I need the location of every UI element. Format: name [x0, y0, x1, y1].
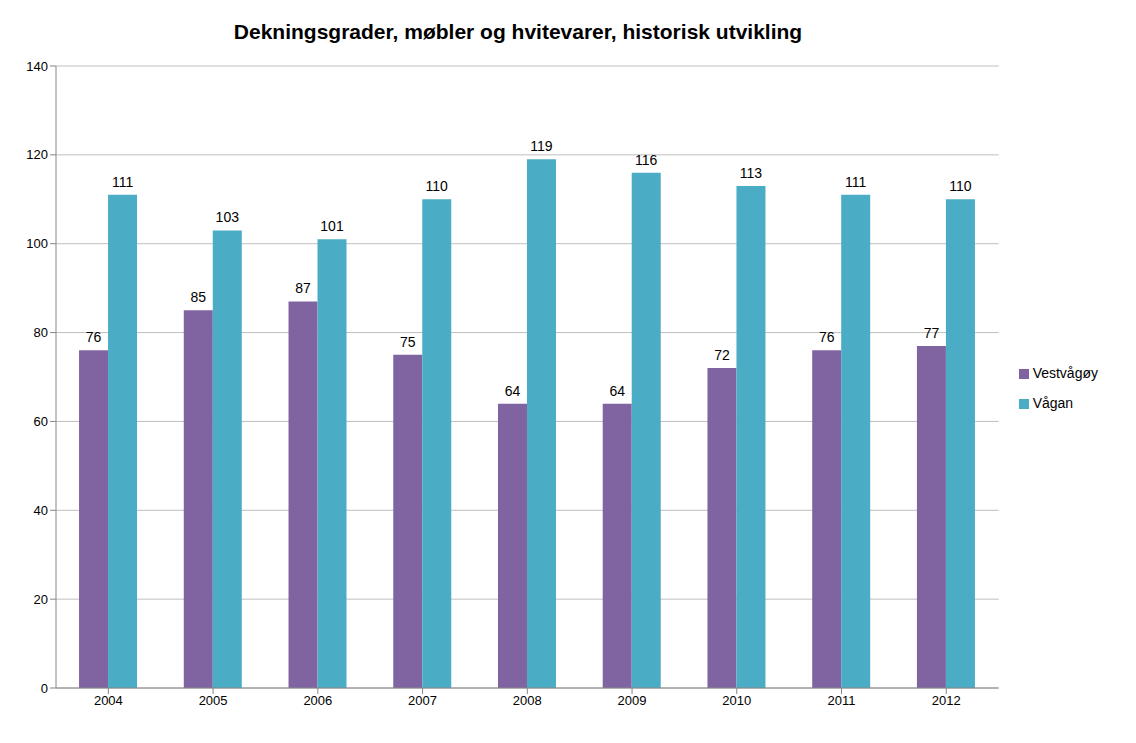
- svg-text:100: 100: [26, 236, 48, 251]
- svg-text:20: 20: [34, 592, 48, 607]
- svg-text:110: 110: [949, 178, 972, 194]
- svg-text:85: 85: [190, 289, 206, 305]
- svg-text:60: 60: [34, 414, 48, 429]
- svg-text:64: 64: [609, 383, 625, 399]
- svg-text:110: 110: [426, 178, 449, 194]
- svg-text:103: 103: [216, 209, 240, 225]
- svg-text:111: 111: [845, 174, 866, 190]
- svg-text:87: 87: [295, 280, 311, 296]
- svg-text:80: 80: [34, 325, 48, 340]
- svg-text:2008: 2008: [513, 693, 542, 708]
- svg-text:40: 40: [34, 503, 48, 518]
- svg-text:2005: 2005: [199, 693, 228, 708]
- svg-text:116: 116: [635, 152, 658, 168]
- svg-text:2004: 2004: [94, 693, 123, 708]
- svg-text:2009: 2009: [618, 693, 647, 708]
- html-text:Vågan: Vågan: [1032, 395, 1074, 411]
- svg-text:119: 119: [530, 138, 553, 154]
- svg-text:2011: 2011: [828, 693, 856, 708]
- svg-text:2012: 2012: [932, 693, 961, 708]
- svg-text:75: 75: [400, 334, 416, 350]
- svg-text:101: 101: [320, 218, 344, 234]
- svg-text:72: 72: [714, 347, 730, 363]
- svg-text:2007: 2007: [408, 693, 437, 708]
- svg-text:2006: 2006: [303, 693, 332, 708]
- html-text:Dekningsgrader, møbler og hvit: Dekningsgrader, møbler og hvitevarer, hi…: [233, 20, 803, 43]
- svg-text:64: 64: [505, 383, 521, 399]
- html-text:Vestvågøy: Vestvågøy: [1032, 365, 1098, 381]
- svg-text:120: 120: [26, 147, 48, 162]
- svg-text:0: 0: [41, 681, 48, 696]
- svg-text:111: 111: [112, 174, 133, 190]
- svg-text:76: 76: [86, 329, 102, 345]
- svg-text:76: 76: [819, 329, 835, 345]
- svg-text:140: 140: [26, 59, 48, 74]
- svg-text:113: 113: [740, 165, 763, 181]
- svg-text:2010: 2010: [722, 693, 751, 708]
- svg-text:77: 77: [924, 325, 940, 341]
